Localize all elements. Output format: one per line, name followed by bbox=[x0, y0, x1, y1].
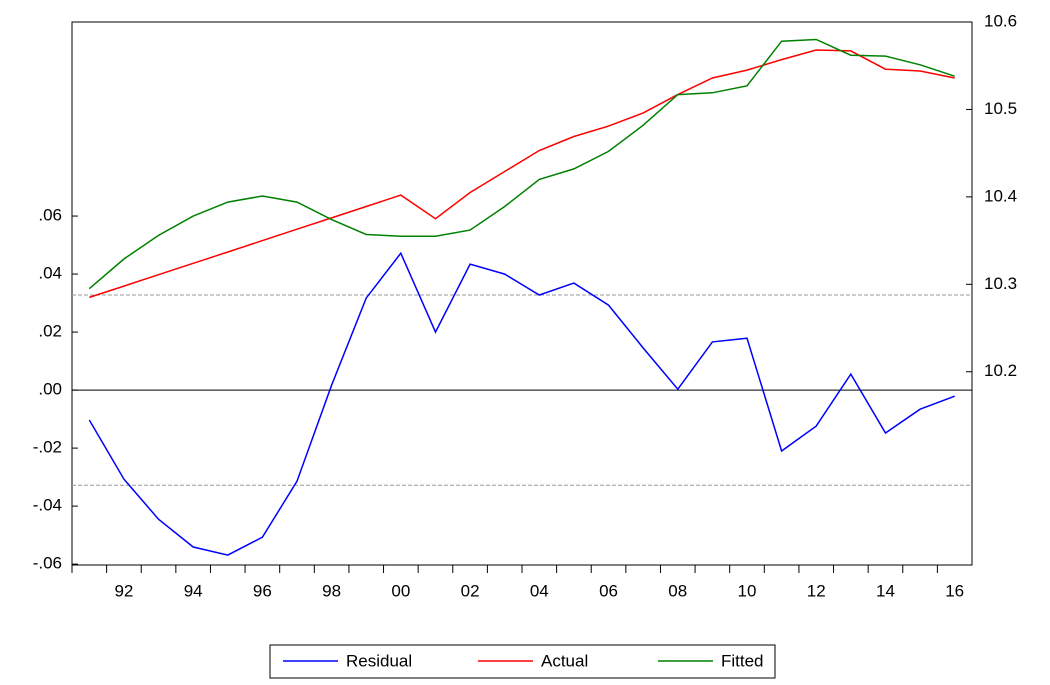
x-tick-label: 14 bbox=[876, 581, 895, 600]
x-tick-label: 96 bbox=[253, 581, 272, 600]
x-tick-label: 16 bbox=[945, 581, 964, 600]
x-tick-label: 06 bbox=[599, 581, 618, 600]
y2-tick-label: 10.6 bbox=[984, 11, 1017, 30]
y-tick-label: .04 bbox=[38, 264, 62, 283]
x-tick-label: 10 bbox=[738, 581, 757, 600]
x-tick-label: 98 bbox=[322, 581, 341, 600]
y-tick-label: -.02 bbox=[33, 438, 62, 457]
y2-tick-label: 10.2 bbox=[984, 361, 1017, 380]
x-tick-label: 04 bbox=[530, 581, 549, 600]
plot-frame bbox=[71, 21, 973, 566]
y-tick-label: .00 bbox=[38, 380, 62, 399]
series-line bbox=[88, 38, 955, 290]
series-line bbox=[89, 49, 955, 299]
legend-label: Fitted bbox=[721, 651, 764, 670]
y2-tick-label: 10.4 bbox=[984, 186, 1017, 205]
y-tick-label: .06 bbox=[38, 206, 62, 225]
x-tick-label: 92 bbox=[114, 581, 133, 600]
x-tick-label: 94 bbox=[184, 581, 203, 600]
series-line bbox=[88, 251, 955, 556]
y2-tick-label: 10.3 bbox=[984, 274, 1017, 293]
x-tick-label: 00 bbox=[391, 581, 410, 600]
y2-tick-label: 10.5 bbox=[984, 99, 1017, 118]
y-tick-label: -.04 bbox=[33, 496, 62, 515]
x-tick-label: 02 bbox=[461, 581, 480, 600]
legend-label: Actual bbox=[541, 651, 588, 670]
y-tick-label: .02 bbox=[38, 322, 62, 341]
x-tick-label: 12 bbox=[807, 581, 826, 600]
legend-label: Residual bbox=[346, 651, 412, 670]
x-tick-label: 08 bbox=[668, 581, 687, 600]
y-tick-label: -.06 bbox=[33, 554, 62, 573]
